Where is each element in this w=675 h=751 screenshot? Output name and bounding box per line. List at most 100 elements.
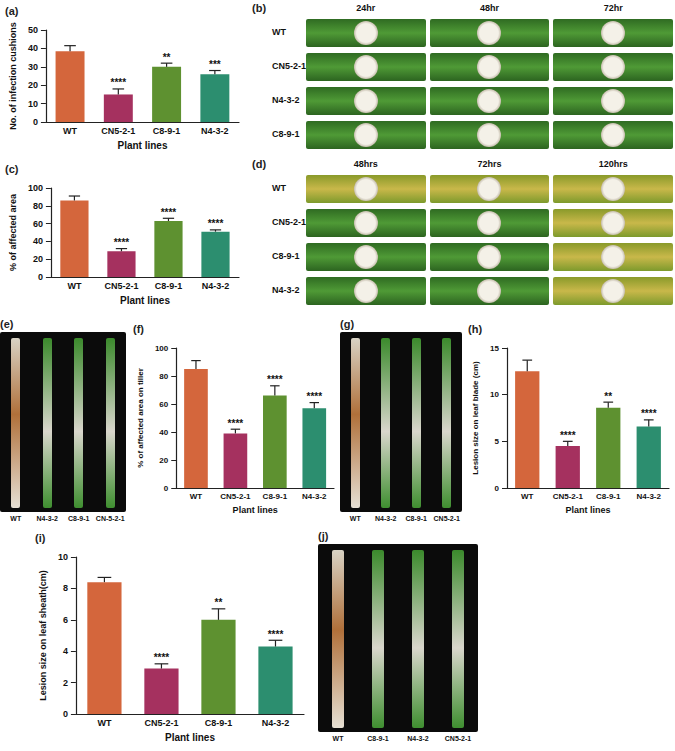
svg-text:****: **** <box>228 418 244 429</box>
svg-text:WT: WT <box>63 126 77 136</box>
svg-text:**: ** <box>215 597 223 608</box>
html-text:WT: WT <box>272 27 286 37</box>
svg-text:**: ** <box>163 52 171 63</box>
svg-text:C8-9-1: C8-9-1 <box>153 126 181 136</box>
svg-text:****: **** <box>560 430 576 441</box>
svg-text:**: ** <box>604 391 612 402</box>
svg-text:****: **** <box>114 237 130 248</box>
svg-text:100: 100 <box>155 344 169 353</box>
svg-text:No. of infection cushions: No. of infection cushions <box>8 22 18 130</box>
svg-text:40: 40 <box>28 43 38 53</box>
html-text:N4-3-2: N4-3-2 <box>272 95 300 105</box>
svg-text:4: 4 <box>63 646 68 656</box>
html-text:(d): (d) <box>252 158 266 170</box>
html-text:48hrs: 48hrs <box>353 159 378 169</box>
html-text:C8-9-1: C8-9-1 <box>68 515 90 522</box>
html-text:24hr: 24hr <box>356 3 376 13</box>
html-text:CN5-2-1: CN5-2-1 <box>272 61 306 71</box>
svg-text:CN5-2-1: CN5-2-1 <box>104 281 138 291</box>
svg-text:5: 5 <box>495 437 500 446</box>
html-text:CN5-2-1: CN5-2-1 <box>272 217 306 227</box>
svg-text:0: 0 <box>63 709 68 719</box>
svg-text:20: 20 <box>159 456 168 465</box>
svg-text:N4-3-2: N4-3-2 <box>202 281 230 291</box>
svg-text:N4-3-2: N4-3-2 <box>302 492 327 501</box>
html-text:120hrs: 120hrs <box>598 159 628 169</box>
svg-text:0: 0 <box>33 117 38 127</box>
svg-text:****: **** <box>161 207 177 218</box>
html-text:(g): (g) <box>340 318 354 330</box>
svg-text:****: **** <box>154 652 170 663</box>
svg-text:C8-9-1: C8-9-1 <box>596 492 621 501</box>
svg-text:6: 6 <box>63 615 68 625</box>
svg-text:****: **** <box>111 77 127 88</box>
svg-text:CN5-2-1: CN5-2-1 <box>220 492 251 501</box>
html-text:N4-3-2: N4-3-2 <box>36 515 58 522</box>
svg-text:2: 2 <box>63 678 68 688</box>
html-text:(j): (j) <box>318 530 329 542</box>
svg-text:WT: WT <box>67 281 81 291</box>
svg-text:0: 0 <box>495 484 500 493</box>
svg-text:10: 10 <box>28 99 38 109</box>
svg-text:****: **** <box>306 391 322 402</box>
svg-text:Plant lines: Plant lines <box>233 505 278 515</box>
svg-text:80: 80 <box>33 201 43 211</box>
svg-text:CN5-2-1: CN5-2-1 <box>144 718 178 728</box>
svg-text:****: **** <box>268 629 284 640</box>
svg-text:***: *** <box>209 59 221 70</box>
html-text:C8-9-1: C8-9-1 <box>272 251 300 261</box>
svg-text:100: 100 <box>28 183 43 193</box>
html-text:WT: WT <box>10 515 22 522</box>
svg-text:60: 60 <box>159 400 168 409</box>
svg-text:(h): (h) <box>468 323 482 335</box>
svg-text:40: 40 <box>159 428 168 437</box>
svg-text:Plant lines: Plant lines <box>117 140 167 151</box>
svg-text:Plant lines: Plant lines <box>120 295 170 306</box>
svg-text:C8-9-1: C8-9-1 <box>205 718 233 728</box>
html-text:72hrs: 72hrs <box>477 159 502 169</box>
svg-text:N4-3-2: N4-3-2 <box>201 126 229 136</box>
svg-text:(a): (a) <box>5 5 19 17</box>
html-text:N4-3-2: N4-3-2 <box>272 285 300 295</box>
svg-text:10: 10 <box>490 390 499 399</box>
svg-text:% of affected area on tiller: % of affected area on tiller <box>136 368 145 468</box>
svg-text:WT: WT <box>97 718 111 728</box>
svg-text:20: 20 <box>33 254 43 264</box>
svg-text:C8-9-1: C8-9-1 <box>263 492 288 501</box>
svg-text:10: 10 <box>58 552 68 562</box>
svg-text:40: 40 <box>33 236 43 246</box>
svg-text:CN5-2-1: CN5-2-1 <box>553 492 584 501</box>
svg-text:C8-9-1: C8-9-1 <box>155 281 183 291</box>
svg-text:(f): (f) <box>133 323 144 335</box>
svg-text:Plant lines: Plant lines <box>165 732 215 743</box>
svg-text:Lesion size on leaf sheath(cm): Lesion size on leaf sheath(cm) <box>38 570 48 701</box>
html-text:WT: WT <box>272 183 286 193</box>
svg-text:WT: WT <box>190 492 203 501</box>
html-text:(b): (b) <box>252 2 266 14</box>
svg-text:N4-3-2: N4-3-2 <box>637 492 662 501</box>
svg-text:% of affected area: % of affected area <box>8 193 18 271</box>
svg-text:(c): (c) <box>5 163 19 175</box>
svg-text:(i): (i) <box>35 532 46 544</box>
svg-text:50: 50 <box>28 25 38 35</box>
html-text:48hr: 48hr <box>480 3 499 13</box>
svg-text:20: 20 <box>28 80 38 90</box>
svg-text:WT: WT <box>521 492 534 501</box>
svg-text:N4-3-2: N4-3-2 <box>262 718 290 728</box>
svg-text:****: **** <box>267 374 283 385</box>
html-text:72hr: 72hr <box>603 3 623 13</box>
svg-text:60: 60 <box>33 219 43 229</box>
svg-text:Lesion size on leaf blade (cm): Lesion size on leaf blade (cm) <box>471 361 480 475</box>
svg-text:****: **** <box>641 408 657 419</box>
svg-text:0: 0 <box>164 484 169 493</box>
svg-text:30: 30 <box>28 62 38 72</box>
svg-text:8: 8 <box>63 583 68 593</box>
html-text:(e): (e) <box>0 318 14 330</box>
svg-text:Plant lines: Plant lines <box>565 505 610 515</box>
svg-text:CN5-2-1: CN5-2-1 <box>101 126 135 136</box>
svg-text:****: **** <box>208 218 224 229</box>
svg-text:80: 80 <box>159 372 168 381</box>
svg-text:0: 0 <box>38 272 43 282</box>
svg-text:15: 15 <box>490 344 499 353</box>
html-text:C8-9-1: C8-9-1 <box>272 129 300 139</box>
